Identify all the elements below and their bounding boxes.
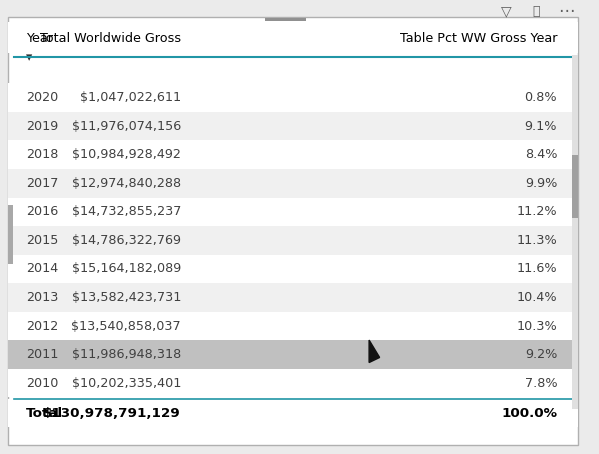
Text: ⧆: ⧆ <box>533 5 540 18</box>
Text: $11,986,948,318: $11,986,948,318 <box>72 348 181 361</box>
Text: $11,976,074,156: $11,976,074,156 <box>72 120 181 133</box>
Bar <box>572 55 578 409</box>
Text: $13,582,423,731: $13,582,423,731 <box>72 291 181 304</box>
Text: 2012: 2012 <box>26 320 58 332</box>
Text: 2011: 2011 <box>26 348 58 361</box>
Text: 2020: 2020 <box>26 91 58 104</box>
Text: 2016: 2016 <box>26 205 58 218</box>
Bar <box>8 112 578 140</box>
Text: Total: Total <box>26 407 63 420</box>
Bar <box>8 283 578 312</box>
FancyBboxPatch shape <box>8 17 578 445</box>
Text: 2014: 2014 <box>26 262 58 276</box>
Bar <box>8 197 578 226</box>
Text: 2013: 2013 <box>26 291 58 304</box>
Text: $10,984,928,492: $10,984,928,492 <box>72 148 181 161</box>
Text: 11.3%: 11.3% <box>516 234 557 247</box>
Text: $13,540,858,037: $13,540,858,037 <box>71 320 181 332</box>
Text: $14,786,322,769: $14,786,322,769 <box>72 234 181 247</box>
Text: 11.2%: 11.2% <box>516 205 557 218</box>
Text: 2018: 2018 <box>26 148 58 161</box>
Text: $14,732,855,237: $14,732,855,237 <box>72 205 181 218</box>
Text: 2015: 2015 <box>26 234 58 247</box>
Text: ▾: ▾ <box>26 51 32 64</box>
Text: Year: Year <box>26 32 53 45</box>
Bar <box>8 312 578 340</box>
Text: 8.4%: 8.4% <box>525 148 557 161</box>
Text: $12,974,840,288: $12,974,840,288 <box>72 177 181 190</box>
Text: 9.1%: 9.1% <box>525 120 557 133</box>
Text: 9.9%: 9.9% <box>525 177 557 190</box>
Text: 100.0%: 100.0% <box>501 407 557 420</box>
Text: 2019: 2019 <box>26 120 58 133</box>
Bar <box>8 340 578 369</box>
Text: $10,202,335,401: $10,202,335,401 <box>72 377 181 390</box>
Bar <box>8 22 578 53</box>
Text: 11.6%: 11.6% <box>516 262 557 276</box>
Bar <box>8 140 578 169</box>
Bar <box>8 84 578 112</box>
Bar <box>572 155 578 218</box>
Text: Table Pct WW Gross Year: Table Pct WW Gross Year <box>400 32 557 45</box>
Bar <box>8 399 578 427</box>
Text: 7.8%: 7.8% <box>525 377 557 390</box>
Text: 2017: 2017 <box>26 177 58 190</box>
Text: ⋯: ⋯ <box>558 2 574 20</box>
Bar <box>8 255 578 283</box>
Bar <box>265 18 307 21</box>
Text: 0.8%: 0.8% <box>525 91 557 104</box>
Text: 10.3%: 10.3% <box>516 320 557 332</box>
Text: $1,047,022,611: $1,047,022,611 <box>80 91 181 104</box>
Polygon shape <box>369 340 380 363</box>
Bar <box>8 169 578 197</box>
Text: $130,978,791,129: $130,978,791,129 <box>43 407 181 420</box>
Bar <box>8 205 13 264</box>
Text: 10.4%: 10.4% <box>516 291 557 304</box>
Text: $15,164,182,089: $15,164,182,089 <box>72 262 181 276</box>
Text: 9.2%: 9.2% <box>525 348 557 361</box>
Bar <box>8 226 578 255</box>
Text: ▽: ▽ <box>501 5 512 18</box>
Text: Total Worldwide Gross: Total Worldwide Gross <box>40 32 181 45</box>
Text: 2010: 2010 <box>26 377 58 390</box>
Bar <box>8 369 578 397</box>
